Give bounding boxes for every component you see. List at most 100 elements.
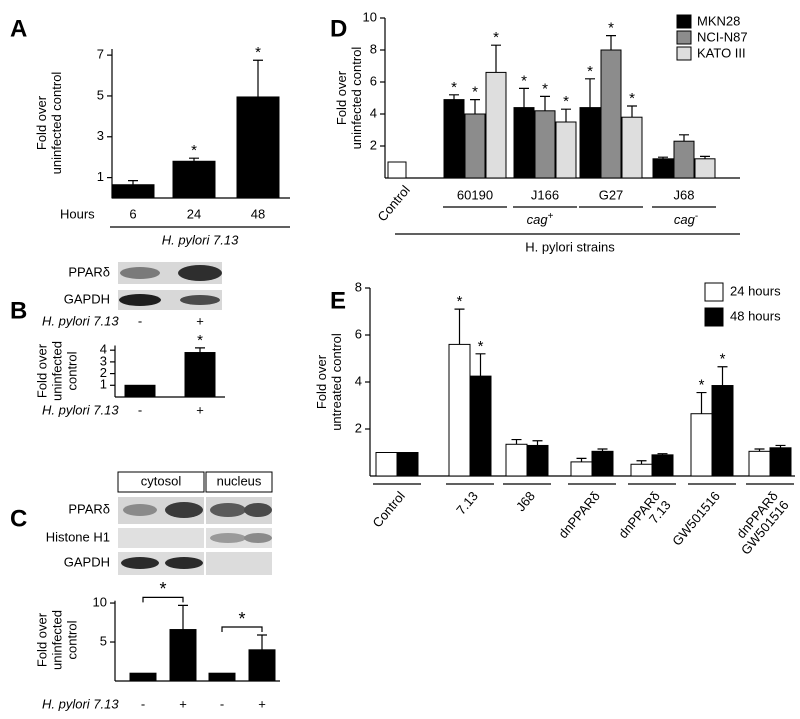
comparison-bracket: [221, 626, 263, 633]
legend-swatch: [676, 30, 692, 45]
y-tick-label: 2: [100, 365, 107, 380]
x-axis-label: H. pylori strains: [525, 239, 615, 254]
error-bar: [657, 453, 668, 455]
blot-row-label: GAPDH: [64, 554, 110, 569]
blot-band: [244, 533, 272, 543]
y-tick-label: 3: [100, 353, 107, 368]
y-axis-label: control: [64, 351, 79, 390]
x-tick-label: Control: [374, 182, 412, 224]
bar: [711, 385, 734, 477]
error-bar: [636, 460, 647, 465]
error-bar: [717, 366, 728, 386]
significance-mark: *: [608, 20, 614, 37]
y-tick-label: 8: [355, 279, 362, 294]
panel-letter: B: [10, 297, 27, 324]
error-bar: [540, 95, 550, 111]
error-bar: [178, 604, 188, 630]
x-tick-label: dnPPARδ: [555, 488, 603, 541]
y-tick-label: 3: [97, 128, 104, 143]
y-axis-label: Fold over: [34, 612, 49, 667]
error-bar: [195, 347, 205, 353]
error-bar: [775, 444, 786, 448]
y-tick-label: 5: [100, 633, 107, 648]
x-tick-label: +: [196, 402, 204, 417]
significance-mark: *: [587, 63, 593, 80]
bar: [621, 116, 643, 179]
y-tick-label: 8: [370, 41, 377, 56]
x-tick-label: 60190: [457, 187, 493, 202]
error-bar: [696, 391, 707, 414]
bar: [600, 49, 622, 179]
significance-mark: *: [493, 29, 499, 46]
y-tick-label: 7: [97, 47, 104, 62]
significance-mark: *: [451, 79, 457, 96]
x-tick-label: -: [141, 696, 145, 711]
significance-mark: *: [521, 72, 527, 89]
blot-band: [120, 267, 160, 279]
bar: [448, 343, 471, 477]
y-tick-label: 4: [100, 342, 107, 357]
category-title: Hours: [60, 206, 95, 221]
error-bar: [679, 134, 689, 142]
group-name: cag: [527, 212, 549, 227]
bar: [485, 71, 507, 179]
error-bar: [658, 156, 668, 159]
y-tick-label: 5: [97, 87, 104, 102]
panel-letter: D: [330, 15, 347, 42]
blot-band: [121, 557, 159, 569]
error-bar: [475, 353, 486, 377]
comparison-bracket: [142, 596, 184, 603]
blot-band: [165, 502, 203, 518]
legend-label: KATO III: [697, 45, 746, 60]
y-tick-label: 6: [355, 326, 362, 341]
significance-mark: *: [542, 80, 548, 97]
bar: [630, 463, 653, 477]
panel-letter: E: [330, 287, 346, 314]
x-tick-label: +: [258, 696, 266, 711]
y-tick-label: 4: [355, 373, 362, 388]
legend-swatch: [704, 282, 724, 302]
legend-swatch: [704, 307, 724, 327]
blot-band: [180, 295, 220, 305]
significance-mark: *: [699, 377, 705, 394]
group-label: cag-: [674, 211, 698, 228]
x-tick-label: J166: [531, 187, 559, 202]
error-bar: [454, 308, 465, 345]
bar: [375, 452, 398, 477]
y-axis-label: untreated control: [329, 333, 344, 431]
bar: [236, 96, 280, 199]
bar: [387, 161, 407, 179]
error-bar: [449, 94, 459, 100]
x-tick-label: 48: [251, 206, 265, 221]
x-tick-label: GW501516: [669, 488, 723, 548]
error-bar: [189, 157, 199, 162]
x-tick-label: G27: [599, 187, 624, 202]
blot-row-label: GAPDH: [64, 291, 110, 306]
error-bar: [561, 108, 571, 122]
legend-swatch: [676, 14, 692, 29]
x-axis-label: H. pylori 7.13: [42, 402, 119, 417]
blot-header-box: [117, 471, 205, 493]
group-name: cag: [674, 212, 696, 227]
blot-band: [210, 533, 246, 543]
bar: [579, 107, 601, 179]
significance-mark: *: [159, 579, 166, 599]
blot-header-box: [205, 471, 273, 493]
significance-mark: *: [255, 44, 261, 61]
error-bar: [532, 440, 543, 446]
blot-row-label: PPARδ: [68, 264, 110, 279]
group-superscript: -: [695, 211, 698, 222]
blot-row-label: PPARδ: [68, 501, 110, 516]
error-bar: [519, 87, 529, 108]
bar: [248, 649, 276, 682]
y-tick-label: 4: [370, 105, 377, 120]
y-axis-label: control: [64, 620, 79, 659]
y-axis-label: Fold over: [34, 95, 49, 150]
significance-mark: *: [191, 142, 197, 159]
x-tick-label: 7.13: [453, 488, 481, 517]
x-tick-label: 6: [129, 206, 136, 221]
legend-swatch: [676, 46, 692, 61]
bar: [748, 450, 771, 477]
y-tick-label: 6: [370, 73, 377, 88]
